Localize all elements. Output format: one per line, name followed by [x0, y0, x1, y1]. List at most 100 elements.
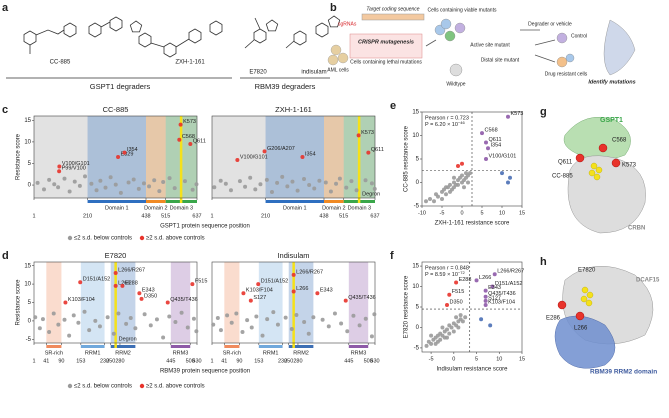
data-point [98, 178, 103, 183]
domain-label: Domain 3 [170, 205, 194, 211]
data-point [83, 174, 88, 179]
data-point [456, 182, 460, 187]
data-point [312, 186, 317, 191]
legend-marker [67, 235, 73, 241]
point-label: Q611 [371, 147, 384, 153]
data-point [235, 158, 240, 163]
legend-marker [67, 383, 73, 389]
x-tick-label: 15 [519, 210, 525, 216]
label: Cells containing viable mutants [428, 7, 497, 13]
data-point [462, 185, 466, 190]
y-tick-label: -5 [26, 337, 32, 343]
x-tick-label: 10 [499, 210, 505, 216]
point-label: F515 [195, 279, 208, 285]
point-label: Q435/T436 [348, 295, 376, 301]
data-point [480, 131, 484, 136]
group-label: GSPT1 degraders [90, 82, 151, 91]
data-point [302, 177, 307, 182]
x-tick-label: 153 [254, 358, 263, 364]
y-tick-label: 10 [412, 284, 419, 290]
x-tick-label: 637 [370, 213, 379, 219]
stat-label: Pearson r = 0.848 [425, 265, 469, 271]
p-value-base: P = 6.20 × 10 [425, 122, 458, 128]
data-point [124, 321, 129, 326]
p-value-exponent: −46 [458, 120, 466, 125]
data-point [363, 316, 368, 321]
data-point [94, 188, 99, 193]
y-tick-label: 10 [24, 139, 31, 145]
x-tick-label: 250 [284, 358, 293, 364]
data-point [225, 313, 230, 318]
data-point [167, 314, 172, 319]
data-point [228, 188, 233, 193]
data-point [448, 182, 452, 187]
data-point [428, 196, 432, 201]
data-point [468, 171, 472, 176]
cells [556, 32, 575, 68]
data-point [108, 175, 113, 180]
data-point [72, 179, 77, 184]
data-point [237, 179, 242, 184]
data-point [429, 333, 434, 338]
data-point [328, 189, 333, 194]
molecule-name: CC-885 [50, 60, 71, 66]
data-point [311, 315, 316, 320]
data-point [234, 311, 239, 316]
data-point [105, 315, 110, 320]
panel-label: h [540, 256, 547, 268]
point-label: V100/G101 [240, 154, 268, 160]
y-tick-label: 5 [28, 300, 32, 306]
data-point [136, 186, 141, 191]
label: Target coding sequence [366, 6, 419, 12]
data-point [118, 190, 123, 195]
data-point [369, 334, 374, 339]
domain-shade [265, 116, 324, 198]
data-point [37, 326, 42, 331]
data-point [47, 177, 52, 182]
domain-bar [145, 200, 166, 203]
data-point [249, 325, 254, 330]
data-point [463, 315, 468, 320]
y-tick-label: -5 [414, 204, 420, 210]
panel-g: g GSPT1 C568 Q611 K573 CC-885 CRBN [540, 106, 646, 234]
residue-label: K573 [622, 163, 637, 169]
chart-title: Indisulam [277, 251, 309, 260]
label: Degrader or vehicle [528, 21, 572, 27]
x-axis-label: Indisulam resistance score [436, 367, 508, 373]
domain-bar [348, 345, 369, 348]
data-point [82, 309, 87, 314]
data-point [172, 186, 177, 191]
legend-marker [139, 383, 145, 389]
x-tick-label: 210 [261, 213, 270, 219]
data-point [275, 322, 280, 327]
y-axis-label: E7820 resistance score [404, 275, 410, 338]
data-point [357, 323, 362, 328]
x-tick-label: 508 [186, 358, 195, 364]
domain-bar [323, 200, 344, 203]
data-point [57, 164, 62, 169]
data-point [452, 175, 456, 180]
data-point [291, 289, 296, 294]
x-tick-label: 508 [364, 358, 373, 364]
label: sgRNAs [338, 21, 357, 27]
data-point [212, 185, 217, 190]
label: CRISPR mutagenesis [358, 39, 414, 45]
label: Cells containing lethal mutations [350, 59, 422, 65]
data-point [332, 311, 337, 316]
data-point [356, 133, 361, 138]
data-point [506, 180, 510, 185]
legend-label: ≤2 s.d. below controls [74, 384, 132, 390]
data-point [337, 176, 342, 181]
protein-label: GSPT1 [600, 117, 623, 124]
data-point [67, 189, 72, 194]
data-point [484, 140, 488, 145]
point-label: D151/A152 [83, 277, 111, 283]
data-point [460, 161, 464, 166]
legend-label: ≤2 s.d. below controls [74, 236, 132, 242]
data-point [241, 291, 246, 296]
x-tick-label: 438 [141, 213, 150, 219]
plot-frame [211, 261, 376, 344]
domain-label: RRM2 [293, 350, 309, 356]
data-point [76, 320, 81, 325]
point-label: Q611 [193, 139, 206, 145]
